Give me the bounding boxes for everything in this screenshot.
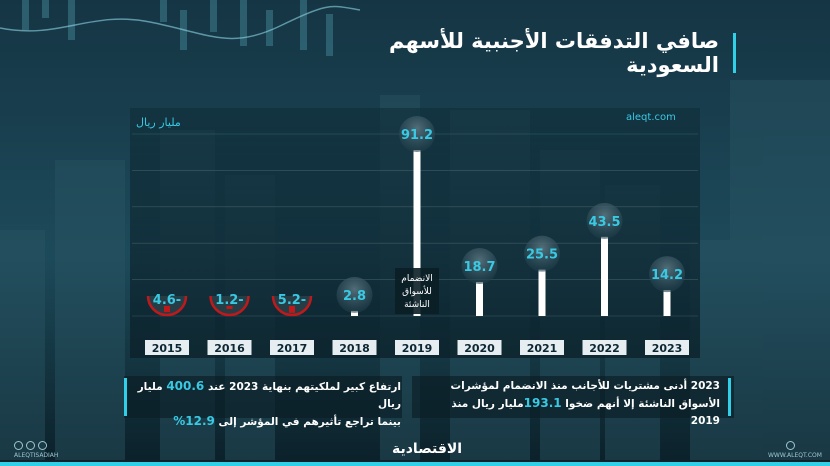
value-bubble xyxy=(524,235,560,272)
note-left-line1: ارتفاع كبير لملكيتهم بنهاية 2023 عند 400… xyxy=(133,378,401,413)
note-left-line2: بينما تراجع تأثيرهم في المؤشر إلى 12.9% xyxy=(133,413,401,431)
value-label: 1.2- xyxy=(215,293,243,308)
year-label: 2020 xyxy=(464,342,495,355)
year-label: 2021 xyxy=(527,342,558,355)
annotation-text: الناشئة xyxy=(404,300,430,310)
bar-group-2018: 2.8 2018 xyxy=(332,276,377,355)
year-label-bg xyxy=(645,340,689,355)
value-bubble xyxy=(336,276,373,313)
value-bubble xyxy=(399,116,435,153)
bar xyxy=(164,306,170,312)
year-label-bg xyxy=(207,340,252,355)
social-handle: ALEQTISADIAH xyxy=(14,452,59,459)
value-label: 18.7 xyxy=(463,260,495,275)
note-left-text-b: مليار ريال xyxy=(137,381,401,410)
note-left: ارتفاع كبير لملكيتهم بنهاية 2023 عند 400… xyxy=(124,378,401,428)
bar xyxy=(476,281,483,316)
brand-logo: الاقتصادية xyxy=(392,441,463,457)
globe-icon xyxy=(786,441,795,450)
value-bubble xyxy=(586,202,623,239)
year-label-bg xyxy=(270,340,314,355)
site-url-top[interactable]: aleqt.com xyxy=(626,112,676,123)
value-label: 4.6- xyxy=(153,293,181,308)
note-right: 2023 أدنى مشتريات للأجانب منذ الانضمام ل… xyxy=(422,378,731,427)
annotation-bg xyxy=(395,268,439,314)
note-right-text-a: الأسواق الناشئة إلا أنهم ضخوا xyxy=(561,398,720,410)
bar-group-2019: 91.2 2019 xyxy=(395,116,439,355)
year-label: 2018 xyxy=(339,342,370,355)
note-left-highlight-1: 400.6 xyxy=(166,379,205,393)
bar xyxy=(601,236,608,316)
bar-group-2016: 1.2- 2016 xyxy=(207,293,252,355)
value-bubble xyxy=(273,296,311,315)
bar-group-2021: 25.5 2021 xyxy=(520,235,564,355)
bottom-accent-bar xyxy=(0,462,830,466)
year-label: 2016 xyxy=(214,342,245,355)
note-left-text-c: بينما تراجع تأثيرهم في المؤشر إلى xyxy=(214,416,401,428)
note-right-text-b: مليار ريال منذ 2019 xyxy=(451,398,720,427)
facebook-icon[interactable] xyxy=(26,441,35,450)
value-bubble xyxy=(210,296,249,315)
note-right-line2: الأسواق الناشئة إلا أنهم ضخوا 193.1مليار… xyxy=(422,395,720,430)
year-label: 2019 xyxy=(402,342,433,355)
note-left-text-a: ارتفاع كبير لملكيتهم بنهاية 2023 عند xyxy=(204,381,401,393)
negative-arc xyxy=(209,295,250,317)
value-label: 43.5 xyxy=(588,215,620,230)
value-label: 2.8 xyxy=(343,289,366,304)
negative-arc xyxy=(146,295,188,317)
year-label: 2023 xyxy=(652,342,683,355)
value-label: 5.2- xyxy=(278,293,306,308)
year-label: 2022 xyxy=(589,342,620,355)
value-bubble xyxy=(649,256,685,293)
year-label-bg xyxy=(457,340,502,355)
year-label-bg xyxy=(145,340,189,355)
instagram-icon[interactable] xyxy=(14,441,23,450)
value-bubble xyxy=(461,247,498,284)
annotation-text: الانضمام xyxy=(401,274,432,284)
annotation-text: للأسواق xyxy=(402,285,432,297)
note-right-line1: 2023 أدنى مشتريات للأجانب منذ الانضمام ل… xyxy=(450,380,720,392)
unit-label: مليار ريال xyxy=(136,116,181,129)
bar-group-2020: 18.7 2020 xyxy=(457,247,502,355)
bar-group-2017: 5.2- 2017 xyxy=(270,293,314,355)
value-label: 14.2 xyxy=(651,268,683,283)
year-label-bg xyxy=(582,340,627,355)
site-url-bottom[interactable]: WWW.ALEQT.COM xyxy=(768,452,822,459)
x-icon[interactable] xyxy=(38,441,47,450)
bar xyxy=(538,269,546,316)
note-right-highlight: 193.1 xyxy=(523,396,562,410)
chart-title: صافي التدفقات الأجنبية للأسهم السعودية xyxy=(342,29,736,77)
year-label-bg xyxy=(332,340,377,355)
bar xyxy=(663,290,671,316)
value-label: 91.2 xyxy=(401,128,433,143)
bar-group-2015: 4.6- 2015 xyxy=(145,293,189,355)
bar-group-2022: 43.5 2022 xyxy=(582,202,627,355)
value-label: 25.5 xyxy=(526,248,558,263)
bar-group-2023: 14.2 2023 xyxy=(645,256,689,355)
year-label: 2017 xyxy=(277,342,308,355)
negative-arc xyxy=(271,295,313,317)
note-left-highlight-2: 12.9% xyxy=(173,414,215,428)
bar xyxy=(289,306,295,313)
bar xyxy=(226,306,233,309)
year-label-bg xyxy=(395,340,439,355)
year-label-bg xyxy=(520,340,564,355)
bar xyxy=(351,310,358,316)
value-bubble xyxy=(148,296,186,315)
year-label: 2015 xyxy=(152,342,183,355)
bar xyxy=(413,150,421,316)
